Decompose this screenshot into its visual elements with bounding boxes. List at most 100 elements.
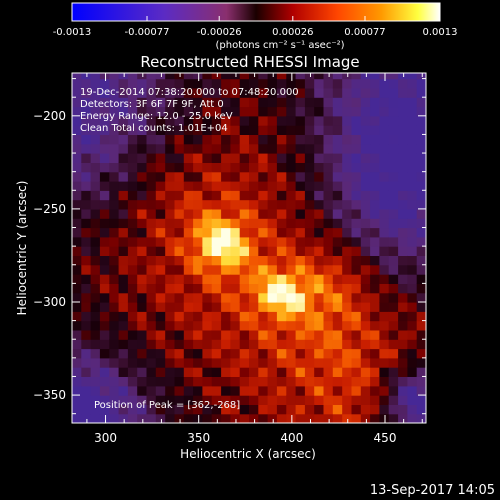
heatmap-cell (221, 376, 231, 387)
heatmap-cell (398, 329, 408, 340)
heatmap-cell (221, 134, 231, 145)
heatmap-cell (249, 115, 259, 126)
heatmap-cell (323, 339, 334, 350)
heatmap-cell (314, 348, 325, 359)
heatmap-cell (239, 190, 250, 201)
heatmap-cell (258, 367, 269, 377)
heatmap-cell (127, 329, 138, 340)
heatmap-cell (202, 78, 213, 89)
heatmap-cell (239, 367, 250, 377)
heatmap-cell (193, 190, 203, 201)
heatmap-cell (416, 181, 426, 191)
heatmap-cell (398, 292, 408, 303)
heatmap-cell (360, 376, 371, 387)
heatmap-cell (155, 181, 166, 191)
heatmap-cell (267, 162, 278, 173)
heatmap-cell (416, 357, 426, 368)
heatmap-cell (416, 153, 426, 163)
heatmap-cell (146, 162, 157, 173)
heatmap-cell (360, 73, 371, 80)
heatmap-cell (183, 329, 194, 340)
heatmap-cell (407, 255, 418, 266)
heatmap-cell (239, 162, 250, 173)
heatmap-cell (165, 413, 176, 423)
heatmap-cell (351, 153, 362, 163)
heatmap-cell (323, 125, 334, 135)
heatmap-cell (267, 106, 278, 117)
heatmap-cell (72, 348, 82, 359)
heatmap-cell (360, 246, 371, 256)
heatmap-cell (267, 181, 278, 191)
heatmap-cell (72, 320, 82, 331)
heatmap-cell (81, 162, 92, 173)
heatmap-cell (276, 78, 287, 89)
heatmap-cell (332, 302, 343, 312)
heatmap-cell (109, 162, 120, 173)
heatmap-cell (249, 283, 259, 294)
heatmap-cell (304, 106, 315, 117)
heatmap-cell (342, 73, 353, 80)
heatmap-cell (276, 218, 287, 229)
heatmap-cell (211, 134, 222, 145)
heatmap-cell (146, 274, 157, 284)
heatmap-cell (193, 143, 203, 154)
heatmap-cell (81, 302, 92, 312)
heatmap-cell (314, 181, 325, 191)
heatmap-cell (398, 404, 408, 415)
heatmap-cell (388, 73, 399, 80)
colorbar-tick-label: 0.0013 (423, 27, 458, 38)
heatmap-cell (295, 143, 306, 154)
heatmap-cell (379, 208, 390, 219)
heatmap-cell (99, 181, 110, 191)
heatmap-cell (407, 181, 418, 191)
heatmap-cell (351, 73, 362, 80)
heatmap-cell (342, 218, 353, 229)
heatmap-cell (323, 106, 334, 117)
heatmap-cell (258, 208, 269, 219)
heatmap-cell (118, 348, 129, 359)
heatmap-cell (258, 227, 269, 238)
heatmap-cell (267, 395, 278, 405)
heatmap-cell (165, 208, 176, 219)
heatmap-cell (72, 236, 82, 247)
heatmap-cell (407, 236, 418, 247)
heatmap-cell (304, 171, 315, 182)
heatmap-cell (258, 329, 269, 340)
heatmap-cell (127, 348, 138, 359)
heatmap-cell (211, 218, 222, 229)
heatmap-cell (221, 339, 231, 350)
heatmap-cell (379, 190, 390, 201)
heatmap-cell (258, 292, 269, 303)
heatmap-cell (370, 218, 380, 229)
heatmap-cell (314, 171, 325, 182)
heatmap-cell (267, 143, 278, 154)
heatmap-cell (286, 274, 297, 284)
heatmap-cell (258, 264, 269, 275)
heatmap-cell (342, 320, 353, 331)
heatmap-cell (351, 227, 362, 238)
heatmap-cell (398, 246, 408, 256)
heatmap-cell (109, 395, 120, 405)
heatmap-cell (239, 246, 250, 256)
heatmap-cell (286, 357, 297, 368)
heatmap-cell (304, 302, 315, 312)
heatmap-cell (174, 395, 185, 405)
heatmap-cell (90, 227, 101, 238)
heatmap-cell (379, 264, 390, 275)
heatmap-cell (109, 376, 120, 387)
heatmap-cell (90, 395, 101, 405)
heatmap-cell (332, 292, 343, 303)
heatmap-cell (99, 357, 110, 368)
heatmap-cell (332, 320, 343, 331)
heatmap-cell (90, 106, 101, 117)
heatmap-cell (137, 106, 148, 117)
heatmap-cell (398, 153, 408, 163)
heatmap-cell (249, 134, 259, 145)
heatmap-cell (407, 208, 418, 219)
heatmap-cell (416, 283, 426, 294)
heatmap-cell (239, 339, 250, 350)
heatmap-cell (146, 171, 157, 182)
heatmap-cell (258, 283, 269, 294)
heatmap-cell (360, 143, 371, 154)
heatmap-cell (239, 115, 250, 126)
